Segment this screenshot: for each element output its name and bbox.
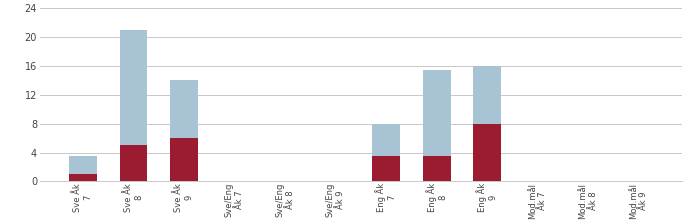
Bar <box>69 156 97 174</box>
Bar <box>69 174 97 182</box>
Bar <box>423 70 451 156</box>
Bar <box>473 66 501 124</box>
Bar <box>119 30 147 145</box>
Bar <box>473 124 501 182</box>
Bar <box>119 145 147 182</box>
Bar <box>372 124 400 156</box>
Bar <box>423 156 451 182</box>
Bar <box>170 138 198 182</box>
Bar <box>170 80 198 138</box>
Bar <box>372 156 400 182</box>
